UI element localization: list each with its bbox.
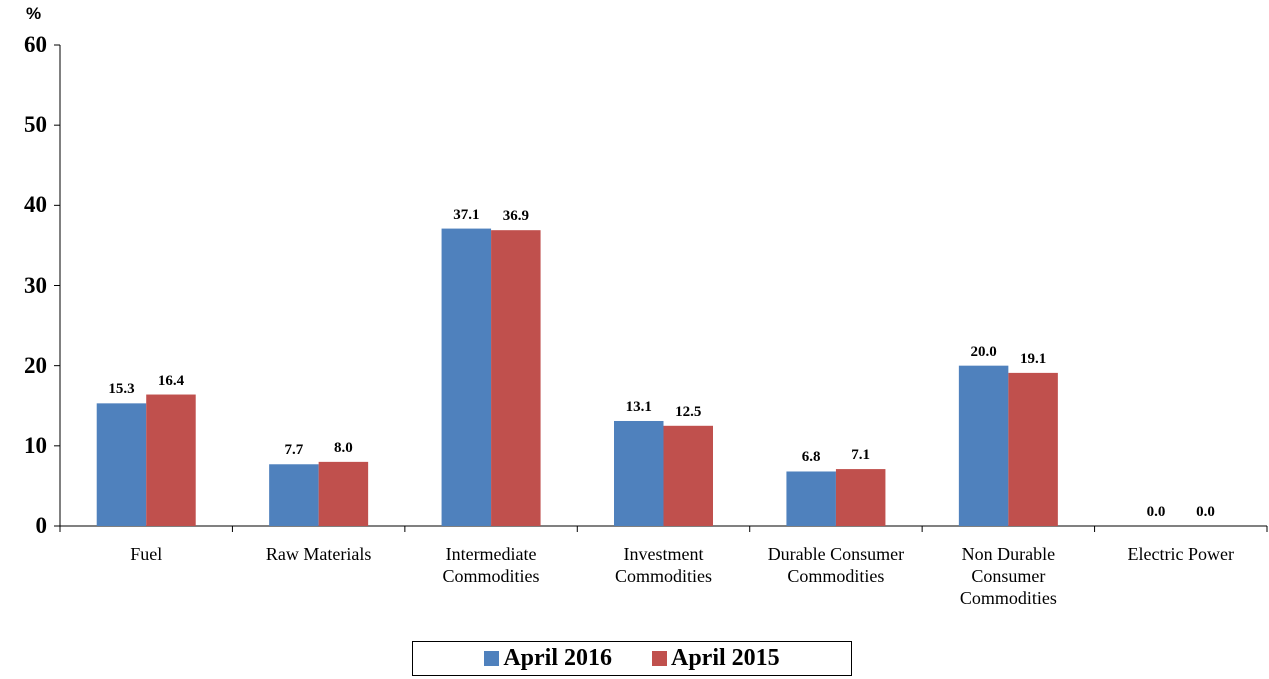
data-label: 16.4: [157, 372, 185, 389]
data-label: 20.0: [970, 343, 997, 360]
data-label: 19.1: [1019, 350, 1047, 367]
y-tick-label: 10: [24, 432, 47, 458]
data-label: 36.9: [502, 208, 529, 225]
bar: [614, 420, 664, 526]
bar: [958, 365, 1009, 526]
legend-swatch: [652, 651, 667, 666]
x-tick-label: Raw Materials: [265, 544, 372, 564]
bar: [835, 469, 886, 526]
legend-label: April 2015: [671, 645, 780, 671]
bar: [786, 471, 836, 526]
data-label: 8.0: [334, 439, 353, 456]
bar: [491, 230, 541, 526]
legend-item: April 2016: [484, 645, 612, 672]
x-tick-label: Non Durable Consumer Commodities: [959, 544, 1057, 608]
bar: [1008, 372, 1058, 526]
bar: [318, 461, 369, 526]
bar: [441, 228, 492, 526]
legend-label: April 2016: [503, 645, 612, 671]
legend-item: April 2015: [652, 645, 780, 672]
legend: April 2016 April 2015: [412, 641, 852, 676]
x-tick-label: Intermediate Commodities: [442, 544, 540, 586]
bar: [146, 394, 196, 526]
data-label: 6.8: [801, 449, 821, 466]
data-label: 37.1: [453, 206, 480, 223]
x-tick-label: Electric Power: [1127, 544, 1234, 564]
y-tick-label: 40: [24, 192, 47, 218]
bar: [96, 403, 147, 526]
data-label: 0.0: [1196, 504, 1215, 520]
y-tick-label: 50: [24, 112, 47, 138]
data-label: 15.3: [108, 381, 135, 398]
data-label: 13.1: [625, 398, 652, 415]
data-label: 7.7: [284, 442, 304, 459]
data-label: 12.5: [675, 403, 702, 420]
x-tick-label: Durable Consumer Commodities: [767, 544, 905, 586]
y-tick-label: 30: [24, 272, 47, 298]
y-axis-label: %: [26, 4, 42, 23]
legend-swatch: [484, 651, 500, 666]
y-tick-label: 20: [24, 352, 47, 378]
bar: [269, 464, 319, 526]
y-tick-label: 0: [35, 513, 48, 538]
bar: [663, 425, 713, 526]
y-tick-label: 60: [24, 32, 47, 57]
x-tick-label: Fuel: [130, 544, 163, 564]
data-label: 0.0: [1146, 504, 1166, 520]
data-label: 7.1: [851, 447, 871, 464]
x-tick-label: Investment Commodities: [614, 544, 712, 586]
